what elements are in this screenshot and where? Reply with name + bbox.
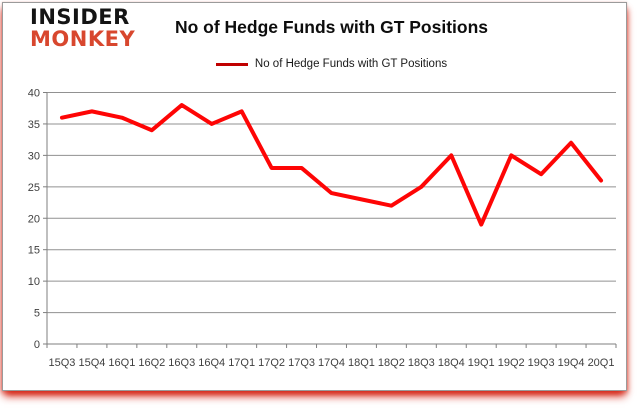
x-tick-label: 19Q3 — [528, 357, 555, 369]
x-tick-label: 16Q4 — [198, 357, 225, 369]
x-tick-label: 17Q4 — [318, 357, 345, 369]
x-tick-label: 15Q4 — [78, 357, 105, 369]
x-tick-label: 17Q3 — [288, 357, 315, 369]
x-tick-label: 19Q4 — [558, 357, 585, 369]
y-tick-label: 15 — [28, 245, 40, 257]
x-tick-label: 19Q1 — [468, 357, 495, 369]
chart-legend: No of Hedge Funds with GT Positions — [47, 56, 616, 72]
x-tick-label: 18Q3 — [408, 357, 435, 369]
x-tick-label: 15Q3 — [49, 357, 76, 369]
x-tick-label: 16Q2 — [138, 357, 165, 369]
x-tick-label: 17Q1 — [228, 357, 255, 369]
x-tick-label: 18Q4 — [438, 357, 465, 369]
chart-card — [2, 2, 627, 391]
y-tick-label: 35 — [28, 119, 40, 131]
y-tick-label: 5 — [34, 308, 40, 320]
logo-text-monkey: MONKEY — [30, 27, 136, 52]
x-tick-label: 18Q2 — [378, 357, 405, 369]
legend-label: No of Hedge Funds with GT Positions — [254, 58, 448, 70]
x-tick-label: 16Q3 — [168, 357, 195, 369]
y-tick-label: 30 — [28, 150, 40, 162]
x-tick-label: 20Q1 — [588, 357, 615, 369]
x-tick-label: 18Q1 — [348, 357, 375, 369]
x-tick-label: 19Q2 — [498, 357, 525, 369]
y-tick-label: 10 — [28, 276, 40, 288]
y-tick-label: 25 — [28, 182, 40, 194]
chart-title: No of Hedge Funds with GT Positions — [174, 17, 489, 37]
y-tick-label: 40 — [28, 88, 40, 100]
logo-text-insider: INSIDER — [30, 5, 130, 29]
insider-monkey-logo: INSIDER MONKEY — [30, 5, 136, 52]
legend-line-marker — [215, 62, 248, 66]
y-tick-label: 0 — [34, 339, 40, 351]
x-tick-label: 17Q2 — [258, 357, 285, 369]
data-series-line — [59, 103, 604, 227]
x-tick-label: 16Q1 — [108, 357, 135, 369]
y-tick-label: 20 — [28, 213, 40, 225]
